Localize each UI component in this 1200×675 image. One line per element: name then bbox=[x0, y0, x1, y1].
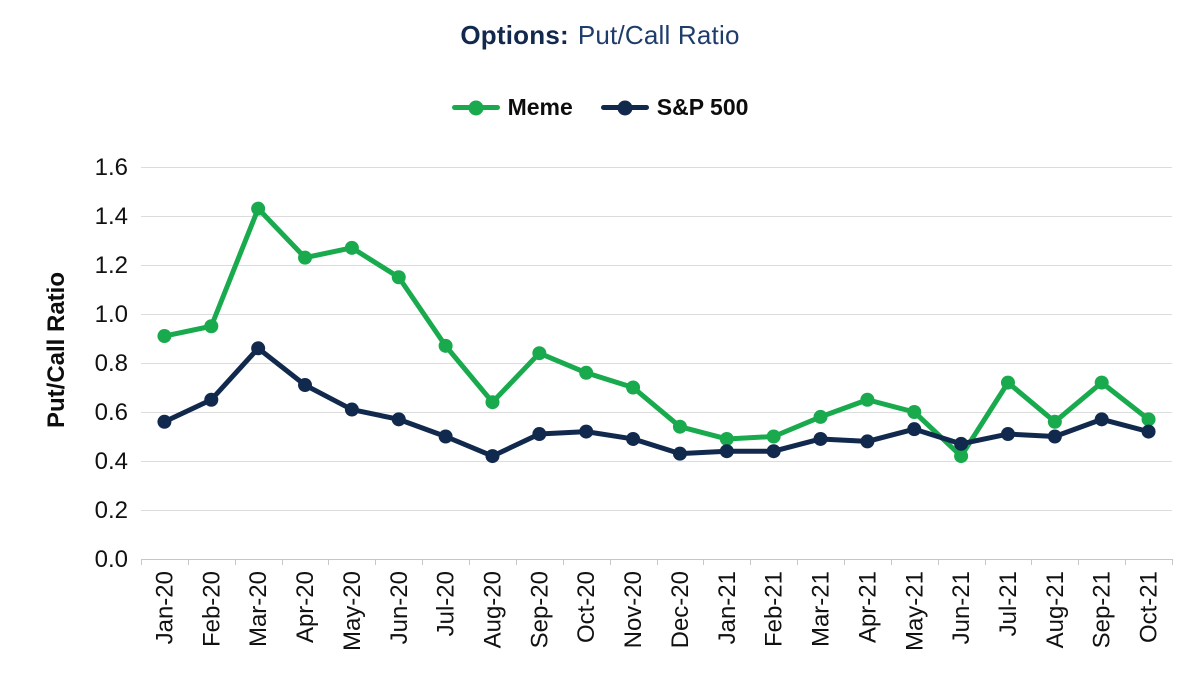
x-tick-label: Jun-21 bbox=[948, 571, 975, 644]
x-tick-label: Mar-21 bbox=[808, 571, 835, 647]
data-point-meme bbox=[438, 338, 453, 353]
data-point-sp500 bbox=[1000, 427, 1015, 442]
x-tick-label: May-20 bbox=[339, 571, 366, 651]
data-point-sp500 bbox=[766, 444, 781, 459]
x-tick-label: Sep-20 bbox=[526, 571, 553, 648]
x-tick-label: Dec-20 bbox=[667, 571, 694, 648]
data-point-sp500 bbox=[954, 436, 969, 451]
x-tick-label: Jul-20 bbox=[433, 571, 460, 636]
x-tick-label: Mar-20 bbox=[245, 571, 272, 647]
x-tick-label: Jan-21 bbox=[714, 571, 741, 644]
x-tick-label: Feb-21 bbox=[761, 571, 788, 647]
data-point-sp500 bbox=[251, 341, 266, 356]
data-point-sp500 bbox=[298, 378, 313, 393]
data-point-meme bbox=[157, 329, 172, 344]
x-tick-label: Nov-20 bbox=[620, 571, 647, 648]
x-tick-label: Oct-20 bbox=[573, 571, 600, 643]
data-point-sp500 bbox=[1094, 412, 1109, 427]
x-tick-label: Jul-21 bbox=[995, 571, 1022, 636]
y-tick-label: 1.2 bbox=[95, 252, 128, 279]
x-tick-label: Jan-20 bbox=[151, 571, 178, 644]
x-tick-label: Apr-20 bbox=[292, 571, 319, 643]
y-tick-label: 0.0 bbox=[95, 546, 128, 573]
data-point-meme bbox=[344, 240, 359, 255]
data-point-sp500 bbox=[672, 446, 687, 461]
data-point-meme bbox=[813, 409, 828, 424]
y-tick-label: 0.4 bbox=[95, 448, 128, 475]
data-point-meme bbox=[1000, 375, 1015, 390]
data-point-sp500 bbox=[1141, 424, 1156, 439]
data-point-sp500 bbox=[719, 444, 734, 459]
chart-title-main: Put/Call Ratio bbox=[577, 20, 740, 50]
data-point-sp500 bbox=[907, 422, 922, 437]
y-tick-label: 1.0 bbox=[95, 301, 128, 328]
data-point-meme bbox=[204, 319, 219, 334]
data-point-meme bbox=[1141, 412, 1156, 427]
data-point-sp500 bbox=[813, 431, 828, 446]
chart-title: Options: Put/Call Ratio bbox=[0, 19, 1200, 51]
data-point-meme bbox=[391, 270, 406, 285]
legend-label-sp500: S&P 500 bbox=[656, 94, 749, 120]
data-point-meme bbox=[532, 346, 547, 361]
y-tick-label: 1.6 bbox=[95, 154, 128, 181]
data-point-sp500 bbox=[532, 427, 547, 442]
legend-label-meme: Meme bbox=[507, 94, 573, 120]
data-point-sp500 bbox=[579, 424, 594, 439]
x-tick-label: Apr-21 bbox=[854, 571, 881, 643]
data-point-meme bbox=[251, 201, 266, 216]
data-point-sp500 bbox=[204, 392, 219, 407]
meme-line-marker-icon bbox=[451, 100, 500, 116]
x-tick-label: Jun-20 bbox=[386, 571, 413, 644]
sp500-line-marker-icon bbox=[600, 100, 649, 116]
y-tick-label: 1.4 bbox=[95, 203, 128, 230]
x-tick-label: Oct-21 bbox=[1136, 571, 1163, 643]
legend-item-meme: Meme bbox=[451, 94, 573, 121]
data-point-sp500 bbox=[438, 429, 453, 444]
y-tick-label: 0.8 bbox=[95, 350, 128, 377]
data-point-meme bbox=[485, 395, 500, 410]
data-point-sp500 bbox=[860, 434, 875, 449]
series-line-meme bbox=[161, 206, 1152, 459]
data-point-sp500 bbox=[344, 402, 359, 417]
data-point-meme bbox=[954, 449, 969, 464]
data-point-meme bbox=[907, 405, 922, 419]
chart-title-prefix: Options: bbox=[460, 20, 569, 50]
x-tick-label: Aug-20 bbox=[479, 571, 506, 648]
data-point-meme bbox=[672, 419, 687, 434]
data-point-sp500 bbox=[626, 431, 641, 446]
data-point-meme bbox=[579, 365, 594, 380]
x-tick-label: Feb-20 bbox=[198, 571, 225, 647]
data-point-meme bbox=[626, 380, 641, 395]
data-point-sp500 bbox=[1047, 429, 1062, 444]
legend-item-sp500: S&P 500 bbox=[600, 94, 749, 121]
x-tick-label: Aug-21 bbox=[1042, 571, 1069, 648]
x-tick-label: May-21 bbox=[901, 571, 928, 651]
y-tick-label: 0.2 bbox=[95, 497, 128, 524]
data-point-meme bbox=[766, 429, 781, 444]
data-point-meme bbox=[298, 250, 313, 265]
data-point-meme bbox=[719, 431, 734, 446]
y-tick-label: 0.6 bbox=[95, 399, 128, 426]
data-point-meme bbox=[860, 392, 875, 407]
data-point-sp500 bbox=[485, 449, 500, 464]
data-point-sp500 bbox=[391, 412, 406, 427]
series-line-sp500 bbox=[161, 345, 1152, 459]
x-tick-label: Sep-21 bbox=[1089, 571, 1116, 648]
chart-legend: Meme S&P 500 bbox=[0, 94, 1200, 121]
data-point-meme bbox=[1094, 375, 1109, 390]
data-point-meme bbox=[1047, 414, 1062, 429]
data-point-sp500 bbox=[157, 414, 172, 429]
